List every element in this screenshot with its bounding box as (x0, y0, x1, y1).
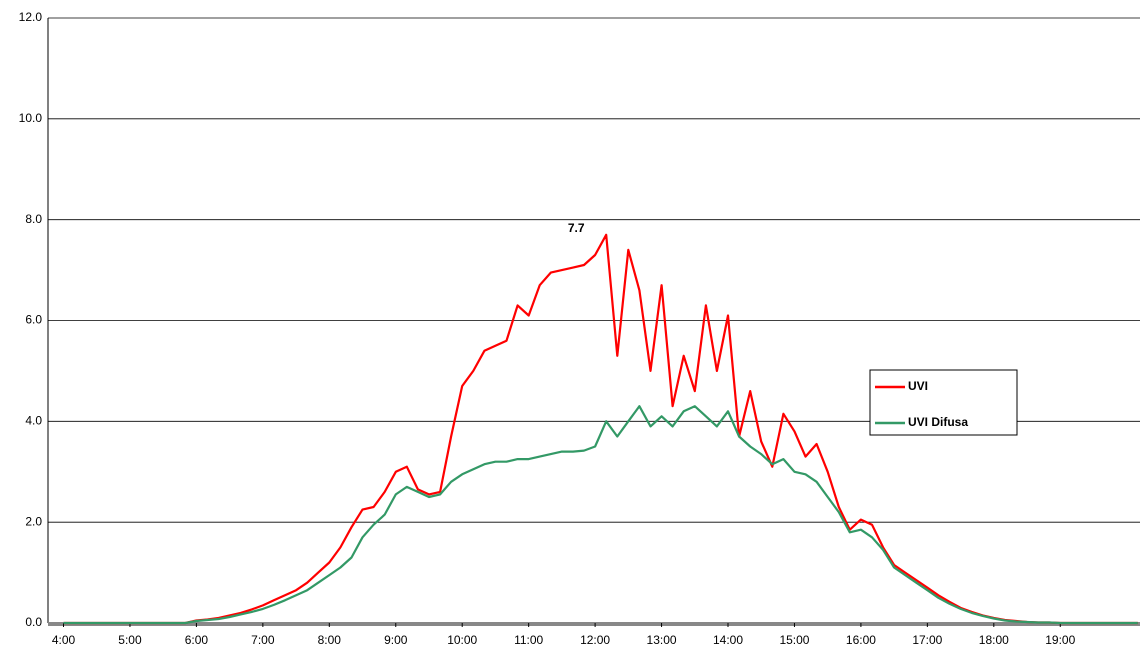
x-tick-label: 8:00 (318, 633, 342, 647)
y-tick-label: 2.0 (25, 514, 42, 528)
x-tick-label: 10:00 (447, 633, 477, 647)
y-tick-label: 4.0 (25, 414, 42, 428)
x-tick-label: 13:00 (647, 633, 677, 647)
x-tick-label: 4:00 (52, 633, 76, 647)
x-tick-label: 16:00 (846, 633, 876, 647)
y-tick-label: 6.0 (25, 313, 42, 327)
legend-label: UVI (908, 379, 928, 393)
x-tick-label: 12:00 (580, 633, 610, 647)
y-tick-label: 12.0 (19, 10, 43, 24)
x-tick-label: 11:00 (514, 633, 543, 647)
x-tick-label: 17:00 (912, 633, 942, 647)
x-tick-label: 7:00 (251, 633, 275, 647)
x-tick-label: 18:00 (979, 633, 1009, 647)
legend-label: UVI Difusa (908, 415, 968, 429)
y-tick-label: 8.0 (25, 212, 42, 226)
x-tick-label: 6:00 (185, 633, 209, 647)
x-tick-label: 15:00 (779, 633, 809, 647)
x-tick-label: 14:00 (713, 633, 743, 647)
peak-annotation: 7.7 (568, 221, 585, 235)
x-tick-label: 19:00 (1045, 633, 1075, 647)
y-tick-label: 10.0 (19, 111, 43, 125)
series-line (63, 405, 1138, 625)
y-tick-label: 0.0 (25, 615, 42, 629)
x-tick-label: 5:00 (118, 633, 142, 647)
x-tick-label: 9:00 (384, 633, 408, 647)
